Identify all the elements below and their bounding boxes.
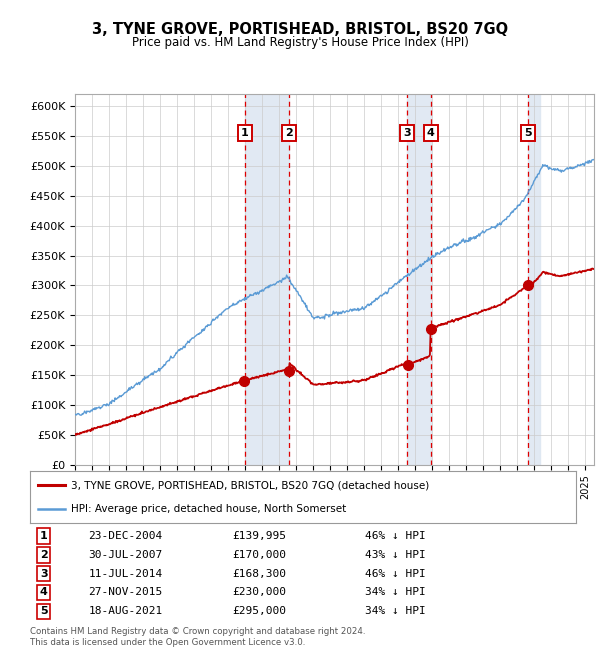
Text: 3: 3 bbox=[40, 569, 47, 578]
Text: Price paid vs. HM Land Registry's House Price Index (HPI): Price paid vs. HM Land Registry's House … bbox=[131, 36, 469, 49]
Text: HPI: Average price, detached house, North Somerset: HPI: Average price, detached house, Nort… bbox=[71, 504, 346, 514]
Text: 34% ↓ HPI: 34% ↓ HPI bbox=[365, 588, 426, 597]
Text: 43% ↓ HPI: 43% ↓ HPI bbox=[365, 550, 426, 560]
Text: 5: 5 bbox=[40, 606, 47, 616]
Text: 46% ↓ HPI: 46% ↓ HPI bbox=[365, 569, 426, 578]
Text: £230,000: £230,000 bbox=[232, 588, 286, 597]
Text: 18-AUG-2021: 18-AUG-2021 bbox=[88, 606, 163, 616]
Text: 46% ↓ HPI: 46% ↓ HPI bbox=[365, 531, 426, 541]
Text: 4: 4 bbox=[40, 588, 47, 597]
Text: 30-JUL-2007: 30-JUL-2007 bbox=[88, 550, 163, 560]
Text: 1: 1 bbox=[40, 531, 47, 541]
Bar bbox=[528, 94, 539, 465]
Text: 2: 2 bbox=[40, 550, 47, 560]
Text: Contains HM Land Registry data © Crown copyright and database right 2024.
This d: Contains HM Land Registry data © Crown c… bbox=[30, 627, 365, 647]
Text: 4: 4 bbox=[427, 128, 434, 138]
Text: 3, TYNE GROVE, PORTISHEAD, BRISTOL, BS20 7GQ: 3, TYNE GROVE, PORTISHEAD, BRISTOL, BS20… bbox=[92, 22, 508, 37]
Text: £295,000: £295,000 bbox=[232, 606, 286, 616]
Text: 5: 5 bbox=[524, 128, 532, 138]
Text: 3: 3 bbox=[404, 128, 411, 138]
Text: 2: 2 bbox=[285, 128, 293, 138]
Text: 1: 1 bbox=[241, 128, 248, 138]
Text: £139,995: £139,995 bbox=[232, 531, 286, 541]
Text: 27-NOV-2015: 27-NOV-2015 bbox=[88, 588, 163, 597]
Text: 3, TYNE GROVE, PORTISHEAD, BRISTOL, BS20 7GQ (detached house): 3, TYNE GROVE, PORTISHEAD, BRISTOL, BS20… bbox=[71, 480, 429, 490]
Text: 11-JUL-2014: 11-JUL-2014 bbox=[88, 569, 163, 578]
Text: £168,300: £168,300 bbox=[232, 569, 286, 578]
Bar bbox=[407, 94, 431, 465]
Text: 34% ↓ HPI: 34% ↓ HPI bbox=[365, 606, 426, 616]
Bar bbox=[245, 94, 289, 465]
Text: 23-DEC-2004: 23-DEC-2004 bbox=[88, 531, 163, 541]
Text: £170,000: £170,000 bbox=[232, 550, 286, 560]
